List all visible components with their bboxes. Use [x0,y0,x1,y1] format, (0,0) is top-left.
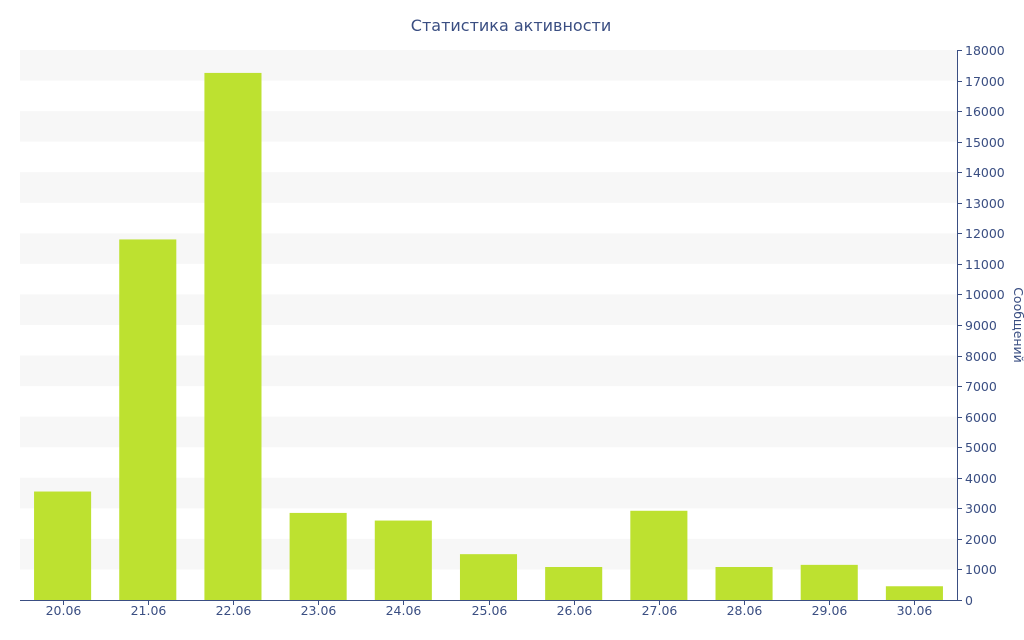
bar-23.06 [289,512,347,600]
x-tick-label: 22.06 [216,603,252,618]
y-tick-label: 15000 [965,135,1005,150]
bar-22.06 [204,72,262,600]
y-tick-label: 6000 [965,410,997,425]
x-tick-label: 21.06 [131,603,167,618]
y-tick-label: 5000 [965,440,997,455]
y-axis-title: Сообщений [1011,287,1024,363]
y-tick-label: 11000 [965,257,1005,272]
chart-title: Статистика активности [411,16,611,35]
x-tick-label: 29.06 [812,603,848,618]
y-tick-label: 9000 [965,318,997,333]
grid-band [20,50,957,81]
x-tick-label: 20.06 [46,603,82,618]
x-tick-label: 30.06 [897,603,933,618]
y-tick-label: 12000 [965,226,1005,241]
y-tick-label: 7000 [965,379,997,394]
y-tick-label: 16000 [965,104,1005,119]
axes [20,50,962,605]
x-tick-label: 24.06 [386,603,422,618]
bars [34,72,943,600]
y-tick-label: 10000 [965,287,1005,302]
y-tick-label: 2000 [965,532,997,547]
x-tick-label: 25.06 [472,603,508,618]
y-tick-label: 17000 [965,74,1005,89]
y-tick-label: 13000 [965,196,1005,211]
bar-26.06 [545,567,603,600]
bar-25.06 [459,554,518,600]
bar-20.06 [34,491,92,600]
bar-24.06 [374,520,432,600]
y-tick-label: 0 [965,593,973,608]
y-tick-label: 3000 [965,501,997,516]
grid-band [20,111,957,142]
x-tick-label: 26.06 [557,603,593,618]
y-tick-label: 1000 [965,562,997,577]
labels: 20.06 21.06 22.06 23.06 24.06 25.06 26.06 27.06… [46,43,1005,618]
y-tick-label: 18000 [965,43,1005,58]
y-tick-label: 8000 [965,349,997,364]
grid-band [20,172,957,203]
bar-29.06 [800,564,858,600]
x-tick-label: 27.06 [642,603,678,618]
bar-28.06 [715,567,773,600]
bar-27.06 [630,510,688,600]
bar-30.06 [885,586,943,600]
x-tick-label: 23.06 [301,603,337,618]
y-tick-label: 4000 [965,471,997,486]
bar-21.06 [119,239,177,600]
x-tick-label: 28.06 [727,603,763,618]
y-tick-label: 14000 [965,165,1005,180]
